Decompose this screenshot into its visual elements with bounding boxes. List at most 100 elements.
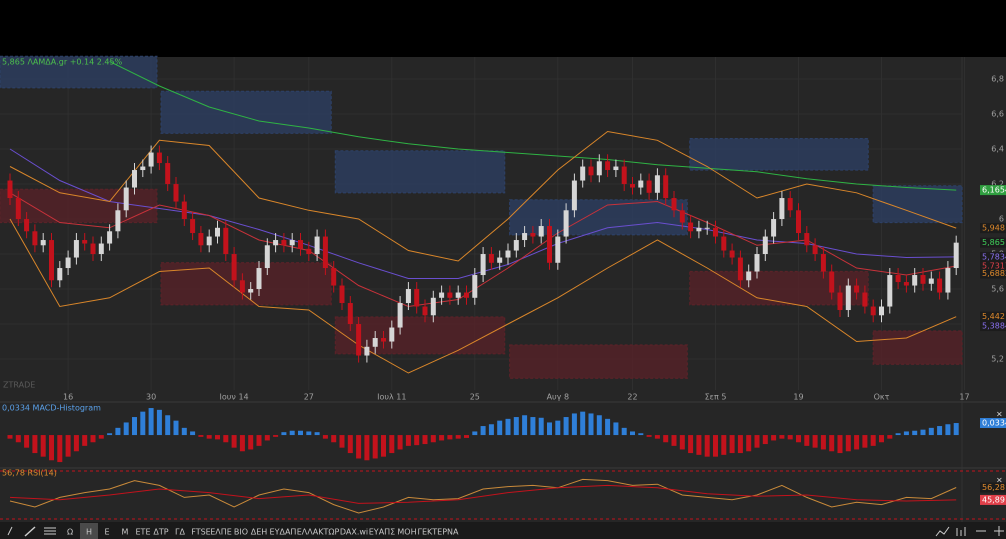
toolbar-item[interactable]: ΕΥΔΑΠ: [270, 528, 297, 537]
candle-body: [422, 306, 428, 316]
histogram-bar: [24, 435, 30, 448]
indicator-line: [9, 484, 957, 504]
histogram-bar: [264, 435, 270, 441]
toolbar-item[interactable]: ΕΤΕ: [136, 528, 151, 537]
x-tick-label: Ιουλ 11: [377, 393, 406, 402]
candle-body: [107, 231, 113, 244]
histogram-bar: [713, 435, 718, 457]
candle-body: [845, 285, 851, 311]
price-tag-label: 5,442: [982, 312, 1005, 321]
histogram-bar: [7, 435, 13, 439]
toolbar-item[interactable]: FTSE: [191, 528, 210, 537]
tool-icon[interactable]: [7, 526, 13, 536]
toolbar-item[interactable]: ΔΤΡ: [153, 528, 168, 537]
histogram-bar: [671, 435, 677, 446]
candle-body: [132, 170, 137, 188]
toolbar-item[interactable]: Ω: [67, 528, 73, 537]
toolbar-item[interactable]: DAX.wi: [340, 528, 368, 537]
candle-body: [887, 275, 893, 307]
toolbar-item[interactable]: ΕΛΛΑΚΤΩΡ: [297, 528, 340, 537]
toolbar-item[interactable]: ΔΕΗ: [251, 528, 268, 537]
price-tag: [980, 260, 1006, 271]
histogram-bar: [895, 433, 901, 436]
toolbar-item[interactable]: ΒΙΟ: [234, 528, 248, 537]
candle-body: [206, 236, 212, 246]
candle-body: [754, 254, 760, 272]
toolbar-item[interactable]: ΕΛΠΕ: [210, 528, 232, 537]
histogram-bar: [422, 435, 428, 445]
candle-body: [671, 198, 677, 211]
toolbar-item[interactable]: ΓΔ: [175, 528, 185, 537]
candle-body: [381, 338, 386, 342]
candle-body: [937, 278, 943, 293]
menu-icon[interactable]: [44, 527, 56, 535]
toolbar-item[interactable]: ΕΥΑΠΣ: [369, 528, 395, 537]
candle-body: [165, 163, 171, 185]
candle-body: [115, 210, 121, 232]
histogram-bar: [439, 435, 445, 441]
bar-type-icon[interactable]: [956, 527, 966, 536]
zoom-in-icon[interactable]: [994, 526, 1004, 536]
histogram-bar: [49, 435, 54, 461]
candle-body: [663, 175, 669, 199]
histogram-bar: [679, 435, 685, 450]
x-tick-label: Σεπ 5: [705, 393, 727, 402]
candle-body: [239, 280, 245, 293]
price-tag: [980, 418, 1006, 429]
toolbar-item[interactable]: Μ: [122, 528, 129, 537]
toolbar-item[interactable]: ΓΕΚΤΕΡΝΑ: [418, 528, 460, 537]
close-icon[interactable]: ×: [996, 410, 1003, 419]
x-tick-label: 27: [304, 393, 314, 402]
histogram-bar: [879, 435, 884, 443]
histogram-bar: [779, 435, 785, 439]
candle-body: [547, 226, 552, 263]
histogram-bar: [181, 427, 187, 436]
candle-body: [879, 306, 884, 316]
price-tag: [980, 311, 1006, 322]
candle-body: [347, 303, 353, 325]
toolbar-item[interactable]: Ε: [104, 528, 109, 537]
candle-body: [488, 254, 494, 263]
histogram-bar: [347, 435, 353, 454]
candle-body: [854, 285, 860, 293]
toolbar-item[interactable]: ΜΟΗ: [397, 528, 416, 537]
candle-body: [630, 184, 635, 188]
histogram-bar: [40, 435, 46, 457]
histogram-bar: [729, 435, 735, 454]
histogram-bar: [704, 435, 710, 457]
close-icon[interactable]: ×: [996, 476, 1003, 485]
toolbar-background: [0, 522, 1006, 539]
price-tag: [980, 185, 1006, 196]
draw-tool-icon[interactable]: [24, 526, 36, 537]
candle-body: [522, 233, 528, 241]
toolbar-item[interactable]: Η: [86, 528, 92, 537]
candle-body: [928, 278, 934, 284]
histogram-bar: [414, 435, 420, 446]
zone: [334, 150, 506, 194]
candle-body: [654, 175, 660, 193]
price-tag: [980, 482, 1006, 493]
histogram-bar: [837, 435, 843, 454]
histogram-bar: [571, 413, 577, 436]
histogram-bar: [796, 435, 801, 443]
candle-body: [480, 254, 486, 276]
candle-body: [439, 292, 445, 298]
histogram-bar: [57, 435, 63, 463]
chart-type-icon[interactable]: [935, 526, 950, 537]
candle-body: [314, 236, 320, 255]
candle-body: [945, 268, 951, 293]
candle-body: [15, 198, 21, 220]
price-tag-label: 5,7317: [982, 261, 1006, 270]
candle-body: [190, 219, 196, 234]
x-tick-label: 19: [793, 393, 803, 402]
indicator-line: [9, 130, 957, 262]
candle-body: [281, 240, 287, 246]
zone: [872, 185, 963, 224]
histogram-bar: [148, 408, 154, 436]
candle-body: [447, 292, 453, 298]
y-tick-label: 6,8: [991, 75, 1004, 84]
watermark: ZTRADE: [3, 381, 35, 390]
